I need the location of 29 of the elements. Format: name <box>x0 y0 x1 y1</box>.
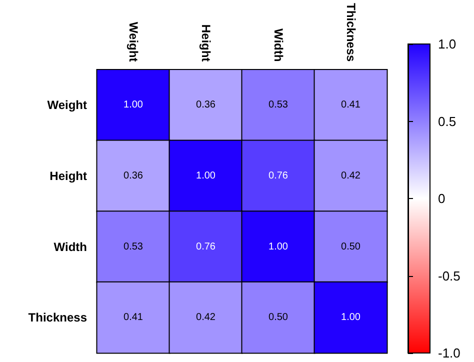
data-label: 1.00 <box>268 241 288 252</box>
data-label: 0.36 <box>196 100 216 111</box>
data-label: 0.36 <box>124 170 144 182</box>
x-tick-label: Weight <box>126 22 140 62</box>
data-label: 1.00 <box>341 312 361 324</box>
data-label: 0.53 <box>124 241 144 252</box>
y-tick-label: Width <box>54 240 87 254</box>
color-bar-label: -0.5 <box>438 268 460 284</box>
data-label: 0.41 <box>341 100 361 111</box>
color-bar-label: 0 <box>438 191 446 206</box>
data-label: 0.50 <box>341 241 361 252</box>
y-tick-label: Height <box>50 168 87 183</box>
data-label: 1.00 <box>196 170 216 182</box>
color-bar-label: 1.0 <box>438 36 456 52</box>
data-label: 0.42 <box>196 312 216 324</box>
data-label: 0.41 <box>124 312 144 324</box>
color-bar-label: 0.5 <box>438 114 456 129</box>
data-label: 0.76 <box>268 170 288 182</box>
x-tick-label: Width <box>271 28 286 62</box>
x-tick-label: Thickness <box>344 2 358 62</box>
color-bar-label: -1.0 <box>438 346 460 360</box>
data-label: 0.53 <box>268 100 288 111</box>
x-tick-label: Height <box>198 24 213 62</box>
data-label: 0.76 <box>196 241 216 252</box>
y-tick-label: Thickness <box>28 310 88 325</box>
data-label: 1.00 <box>124 100 144 111</box>
data-label: 0.50 <box>268 312 288 324</box>
y-tick-label: Weight <box>47 98 87 112</box>
data-label: 0.42 <box>341 170 361 182</box>
